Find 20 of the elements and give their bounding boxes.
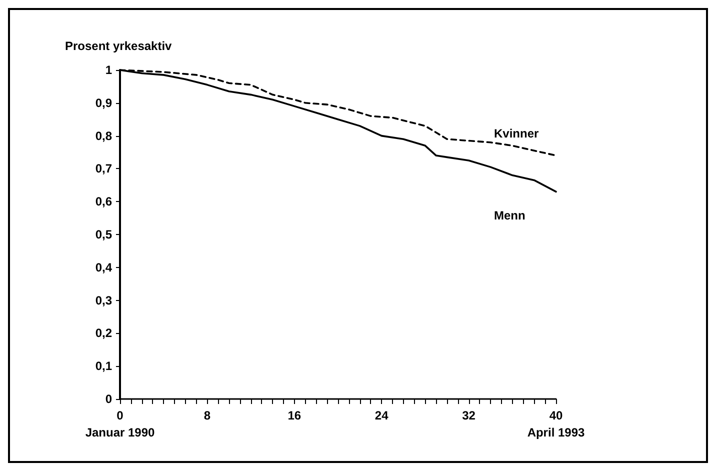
x-tick-label: 16	[288, 408, 302, 422]
y-tick-label: 0,5	[95, 228, 112, 242]
y-tick-label: 0,6	[95, 194, 112, 209]
y-tick-label: 0	[105, 392, 112, 406]
series-label: Kvinner	[494, 126, 540, 141]
text: Menn	[494, 208, 526, 223]
y-tick-label: 0,2	[95, 326, 112, 340]
x-tick-label: 8	[204, 408, 211, 422]
y-tick-label: 0,9	[95, 96, 112, 110]
x-tick-label: 24	[374, 408, 389, 422]
y-tick-label: 0,7	[95, 162, 112, 176]
x-tick-label: 32	[462, 408, 476, 422]
y-axis-title: Prosent yrkesaktiv	[65, 39, 172, 53]
y-tick-label: 0,1	[95, 359, 112, 374]
x-tick-label: 40 April 1993	[527, 408, 585, 440]
y-tick-label: 0,4	[95, 260, 112, 274]
y-tick-label: 0,3	[95, 293, 112, 308]
y-tick-label: 1	[105, 63, 112, 77]
x-tick-label: 0 Januar 1990	[85, 408, 156, 440]
y-tick-label: 0,8	[95, 128, 112, 143]
